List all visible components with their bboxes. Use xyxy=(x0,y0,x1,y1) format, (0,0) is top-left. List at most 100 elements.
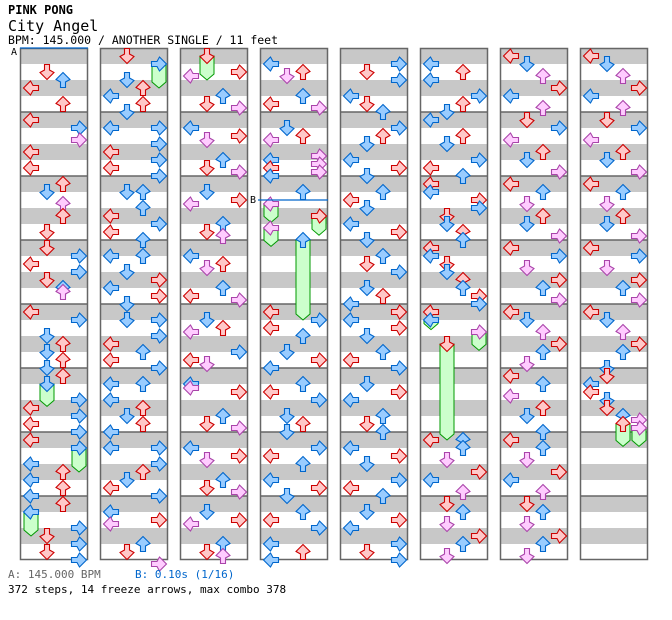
beat-stripe xyxy=(260,272,328,288)
arrow-right-icon xyxy=(310,100,328,116)
arrow-up-icon xyxy=(135,247,151,265)
arrow-right-icon xyxy=(230,384,248,400)
arrow-right-icon xyxy=(310,352,328,368)
beat-stripe xyxy=(500,336,568,352)
arrow-up-icon xyxy=(375,287,391,305)
arrow-down-icon xyxy=(199,183,215,201)
beat-stripe xyxy=(340,208,408,224)
arrow-down-icon xyxy=(519,355,535,373)
beat-stripe xyxy=(100,336,168,352)
arrow-left-icon xyxy=(262,512,280,528)
arrow-left-icon xyxy=(262,168,280,184)
beat-stripe xyxy=(340,304,408,320)
beat-stripe xyxy=(500,464,568,480)
beat-stripe xyxy=(340,176,408,192)
beat-stripe xyxy=(180,496,248,512)
beat-stripe xyxy=(500,304,568,320)
arrow-down-icon xyxy=(279,423,295,441)
arrow-up-icon xyxy=(535,423,551,441)
arrow-left-icon xyxy=(22,432,40,448)
arrow-down-icon xyxy=(199,355,215,373)
arrow-down-icon xyxy=(439,215,455,233)
arrow-down-icon xyxy=(599,367,615,385)
arrow-left-icon xyxy=(502,240,520,256)
arrow-left-icon xyxy=(22,504,40,520)
arrow-right-icon xyxy=(630,228,648,244)
beat-stripe xyxy=(260,80,328,96)
beat-stripe xyxy=(180,336,248,352)
arrow-up-icon xyxy=(215,87,231,105)
arrow-down-icon xyxy=(359,327,375,345)
arrow-up-icon xyxy=(55,479,71,497)
arrow-down-icon xyxy=(39,223,55,241)
chart-column-4 xyxy=(259,47,329,568)
arrow-up-icon xyxy=(295,127,311,145)
arrow-down-icon xyxy=(439,547,455,565)
arrow-right-icon xyxy=(150,328,168,344)
arrow-up-icon xyxy=(135,231,151,249)
arrow-right-icon xyxy=(230,512,248,528)
arrow-right-icon xyxy=(310,312,328,328)
arrow-up-icon xyxy=(55,207,71,225)
arrow-left-icon xyxy=(182,288,200,304)
arrow-right-icon xyxy=(150,488,168,504)
arrow-down-icon xyxy=(199,259,215,277)
beat-stripe xyxy=(100,432,168,448)
arrow-right-icon xyxy=(150,288,168,304)
arrow-down-icon xyxy=(119,47,135,65)
beat-stripe xyxy=(260,304,328,320)
arrow-up-icon xyxy=(375,247,391,265)
arrow-up-icon xyxy=(535,183,551,201)
beat-stripe xyxy=(100,400,168,416)
beat-stripe xyxy=(260,112,328,128)
arrow-down-icon xyxy=(359,63,375,81)
arrow-up-icon xyxy=(55,175,71,193)
chart-column-7 xyxy=(499,47,569,565)
beat-stripe xyxy=(180,176,248,192)
beat-stripe xyxy=(580,80,648,96)
arrow-left-icon xyxy=(582,240,600,256)
arrow-left-icon xyxy=(262,304,280,320)
arrow-down-icon xyxy=(39,271,55,289)
arrow-right-icon xyxy=(70,440,88,456)
arrow-left-icon xyxy=(22,256,40,272)
beat-stripe xyxy=(420,176,488,192)
arrow-left-icon xyxy=(502,432,520,448)
arrow-up-icon xyxy=(55,367,71,385)
arrow-up-icon xyxy=(375,343,391,361)
arrow-up-icon xyxy=(375,407,391,425)
arrow-left-icon xyxy=(502,368,520,384)
arrow-down-icon xyxy=(39,527,55,545)
arrow-right-icon xyxy=(310,480,328,496)
arrow-up-icon xyxy=(615,143,631,161)
arrow-left-icon xyxy=(22,304,40,320)
beat-stripe xyxy=(100,144,168,160)
arrow-up-icon xyxy=(55,95,71,113)
arrow-right-icon xyxy=(390,160,408,176)
arrow-left-icon xyxy=(102,516,120,532)
arrow-left-icon xyxy=(102,88,120,104)
arrow-left-icon xyxy=(502,88,520,104)
beat-stripe xyxy=(500,208,568,224)
arrow-right-icon xyxy=(150,168,168,184)
arrow-down-icon xyxy=(359,135,375,153)
arrow-up-icon xyxy=(615,99,631,117)
arrow-right-icon xyxy=(550,120,568,136)
beat-stripe xyxy=(180,432,248,448)
arrow-left-icon xyxy=(102,392,120,408)
arrow-up-icon xyxy=(375,487,391,505)
arrow-right-icon xyxy=(230,128,248,144)
beat-stripe xyxy=(180,304,248,320)
arrow-right-icon xyxy=(310,440,328,456)
arrow-down-icon xyxy=(359,415,375,433)
beat-stripe xyxy=(500,240,568,256)
arrow-right-icon xyxy=(550,528,568,544)
arrow-up-icon xyxy=(375,103,391,121)
arrow-up-icon xyxy=(55,335,71,353)
arrow-down-icon xyxy=(439,135,455,153)
arrow-right-icon xyxy=(150,512,168,528)
arrow-up-icon xyxy=(295,87,311,105)
arrow-right-icon xyxy=(630,248,648,264)
arrow-left-icon xyxy=(422,72,440,88)
beat-stripe xyxy=(420,144,488,160)
